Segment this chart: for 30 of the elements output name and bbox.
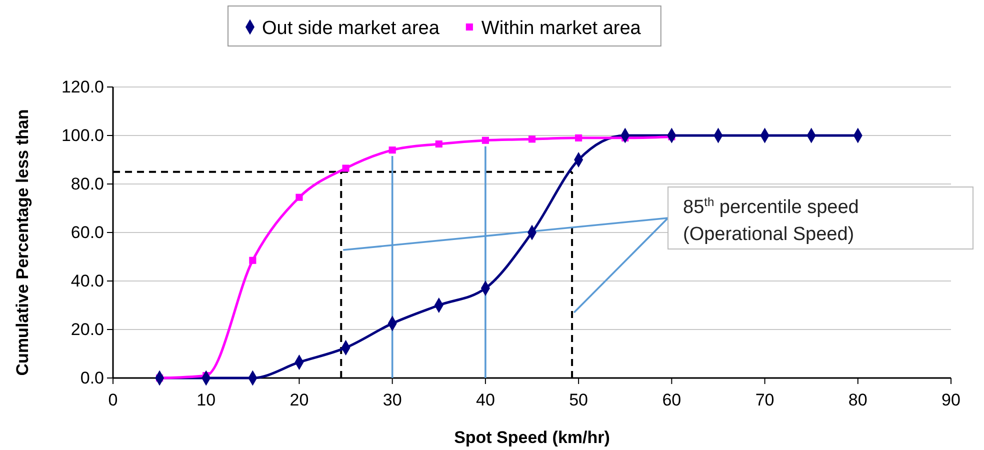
y-tick-label: 0.0 bbox=[80, 368, 104, 388]
point bbox=[388, 146, 396, 154]
point bbox=[482, 136, 489, 144]
point bbox=[342, 164, 350, 172]
y-tick-label: 80.0 bbox=[70, 174, 104, 194]
legend-label: Within market area bbox=[481, 18, 642, 39]
x-tick-label: 80 bbox=[848, 390, 868, 410]
point bbox=[435, 140, 442, 148]
point bbox=[296, 194, 303, 201]
x-tick-label: 10 bbox=[196, 390, 216, 410]
x-tick-label: 50 bbox=[569, 390, 588, 410]
x-tick-label: 90 bbox=[942, 390, 960, 410]
point bbox=[575, 134, 582, 142]
x-tick-label: 60 bbox=[662, 390, 682, 410]
point bbox=[249, 256, 256, 264]
x-tick-label: 40 bbox=[476, 390, 495, 410]
annotation: 85$^{th}$ percentile speed (Operational Speed) bbox=[683, 195, 859, 245]
y-tick-label: 20.0 bbox=[70, 320, 104, 339]
y-tick-label: 60.0 bbox=[70, 222, 104, 242]
x-tick-label: 20 bbox=[290, 390, 309, 410]
x-axis-title: Spot Speed (km/hr) bbox=[454, 428, 610, 447]
x-tick-label: 30 bbox=[382, 390, 402, 410]
x-tick-label: 70 bbox=[755, 390, 774, 410]
y-axis-title: Cumulative Percentage less than bbox=[13, 109, 32, 376]
x-tick-label: 0 bbox=[108, 390, 118, 410]
point bbox=[528, 136, 536, 143]
y-tick-label: 100.0 bbox=[61, 126, 104, 145]
y-tick-label: 40.0 bbox=[70, 271, 104, 290]
legend-label: Out side market area bbox=[262, 18, 440, 39]
y-tick-label: 120.0 bbox=[61, 77, 104, 96]
